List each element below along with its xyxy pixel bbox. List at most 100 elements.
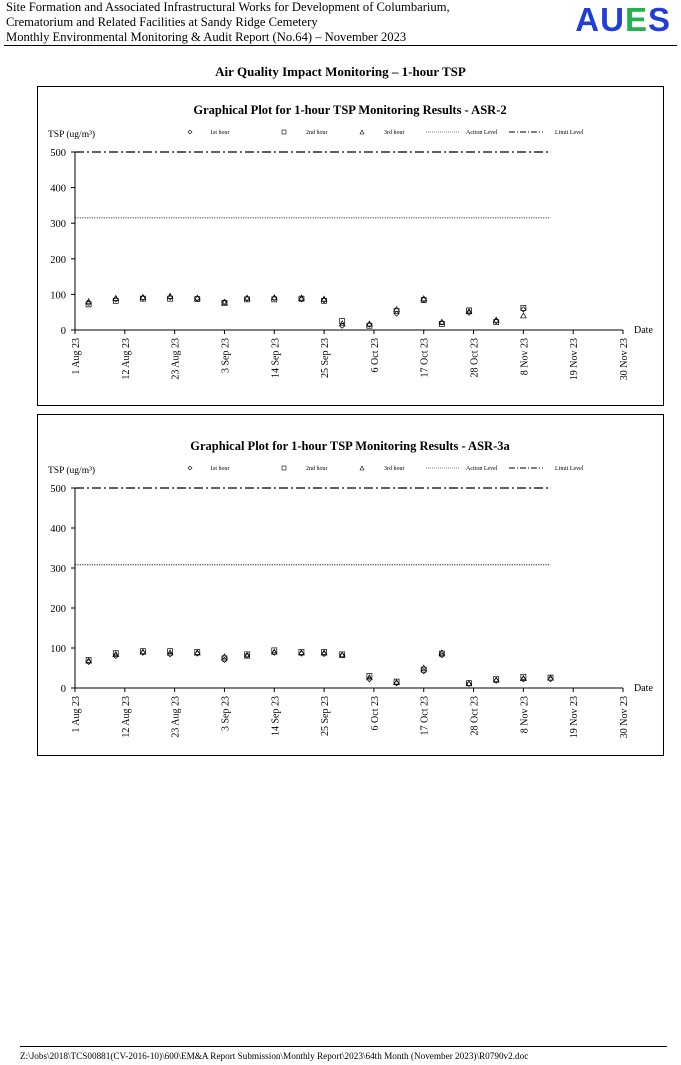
data-point-2nd-hour xyxy=(298,295,305,302)
data-point-3rd-hour xyxy=(298,294,305,301)
chart-asr-3a: Graphical Plot for 1-hour TSP Monitoring… xyxy=(48,439,653,738)
data-point-1st-hour xyxy=(85,659,92,665)
data-point-3rd-hour xyxy=(298,649,305,656)
y-tick-label: 100 xyxy=(50,290,66,301)
legend-label: Action Level xyxy=(466,466,498,472)
legend-label: Limit Level xyxy=(555,466,584,472)
x-tick-label: 3 Sep 23 xyxy=(220,338,231,373)
data-point-3rd-hour xyxy=(393,678,400,685)
header-line-2: Crematorium and Related Facilities at Sa… xyxy=(6,15,318,29)
data-point-2nd-hour xyxy=(221,300,228,306)
data-point-3rd-hour xyxy=(420,295,428,302)
x-tick-label: 30 Nov 23 xyxy=(619,696,630,738)
chart-frame-asr-2: Graphical Plot for 1-hour TSP Monitoring… xyxy=(37,86,664,406)
data-point-3rd-hour xyxy=(519,674,527,681)
x-tick-label: 14 Sep 23 xyxy=(270,696,281,736)
legend-label: Action Level xyxy=(466,130,498,136)
data-point-3rd-hour xyxy=(547,674,554,681)
y-axis-label: TSP (ug/m³) xyxy=(48,465,95,476)
legend-diamond-marker xyxy=(187,465,193,471)
y-tick-label: 200 xyxy=(50,604,66,615)
x-tick-label: 23 Aug 23 xyxy=(171,338,182,380)
legend-label: 1st hour xyxy=(210,466,230,472)
report-header: Site Formation and Associated Infrastruc… xyxy=(6,0,476,45)
aues-logo: AUES xyxy=(575,2,671,38)
y-tick-label: 0 xyxy=(61,684,66,695)
data-point-2nd-hour xyxy=(271,647,278,654)
logo-letter-a: A xyxy=(575,1,601,38)
x-tick-label: 25 Sep 23 xyxy=(320,696,331,736)
x-tick-label: 1 Aug 23 xyxy=(71,696,82,733)
chart-frame-asr-3a: Graphical Plot for 1-hour TSP Monitoring… xyxy=(37,414,664,756)
logo-letter-u: U xyxy=(600,1,625,38)
legend-label: 3rd hour xyxy=(384,130,405,136)
data-point-3rd-hour xyxy=(221,653,228,660)
x-tick-label: 25 Sep 23 xyxy=(320,338,331,378)
chart-title: Graphical Plot for 1-hour TSP Monitoring… xyxy=(190,439,510,453)
x-tick-label: 28 Oct 23 xyxy=(470,696,481,735)
data-point-3rd-hour xyxy=(112,294,120,301)
data-point-3rd-hour xyxy=(338,320,346,327)
data-point-1st-hour xyxy=(112,296,119,303)
data-point-3rd-hour xyxy=(243,652,251,659)
x-axis-label: Date xyxy=(634,683,653,694)
data-point-1st-hour xyxy=(167,294,174,301)
data-point-3rd-hour xyxy=(393,305,400,312)
x-tick-label: 19 Nov 23 xyxy=(569,338,580,380)
x-tick-label: 12 Aug 23 xyxy=(121,338,132,380)
y-axis-label: TSP (ug/m³) xyxy=(48,129,95,140)
x-axis-label: Date xyxy=(634,325,653,336)
data-point-2nd-hour xyxy=(339,318,346,324)
data-point-3rd-hour xyxy=(85,657,92,664)
data-point-1st-hour xyxy=(321,651,328,657)
data-point-1st-hour xyxy=(547,676,554,683)
data-point-3rd-hour xyxy=(166,292,174,299)
y-tick-label: 300 xyxy=(50,564,66,575)
x-tick-label: 1 Aug 23 xyxy=(71,338,82,375)
data-point-3rd-hour xyxy=(519,312,527,319)
logo-letter-e: E xyxy=(624,1,648,38)
data-point-3rd-hour xyxy=(193,649,201,656)
x-tick-label: 23 Aug 23 xyxy=(171,696,182,738)
header-line-1: Site Formation and Associated Infrastruc… xyxy=(6,0,450,14)
header-divider xyxy=(4,45,677,46)
y-tick-label: 200 xyxy=(50,255,66,266)
data-point-3rd-hour xyxy=(365,674,373,681)
legend-square-marker xyxy=(281,129,287,135)
y-tick-label: 300 xyxy=(50,219,66,230)
y-tick-label: 400 xyxy=(50,524,66,535)
legend: 1st hour 2nd hour 3rd hour Action Level Limi… xyxy=(187,465,584,472)
data-point-3rd-hour xyxy=(492,316,500,323)
legend-triangle-marker xyxy=(359,129,365,135)
data-point-2nd-hour xyxy=(438,650,445,657)
data-point-3rd-hour xyxy=(85,298,92,305)
footer-path: Z:\Jobs\2018\TCS00881(CV-2016-10)\600\EM… xyxy=(20,1051,529,1061)
data-point-3rd-hour xyxy=(270,648,278,655)
data-point-2nd-hour xyxy=(167,648,173,655)
legend-label: 1st hour xyxy=(210,130,230,136)
x-tick-label: 28 Oct 23 xyxy=(470,338,481,377)
data-point-2nd-hour xyxy=(520,305,527,311)
legend: 1st hour 2nd hour 3rd hour Action Level Limi… xyxy=(187,129,584,136)
legend-label: Limit Level xyxy=(555,130,584,136)
data-point-3rd-hour xyxy=(112,650,120,657)
x-tick-label: 6 Oct 23 xyxy=(370,338,381,372)
data-point-3rd-hour xyxy=(320,295,328,302)
y-tick-label: 100 xyxy=(50,644,66,655)
data-point-3rd-hour xyxy=(465,680,473,687)
data-point-3rd-hour xyxy=(243,294,251,301)
legend-square-marker xyxy=(281,465,287,471)
data-point-3rd-hour xyxy=(320,649,328,656)
y-tick-label: 500 xyxy=(50,148,66,159)
x-tick-label: 19 Nov 23 xyxy=(569,696,580,738)
x-tick-label: 12 Aug 23 xyxy=(121,696,132,738)
data-point-2nd-hour xyxy=(244,651,250,658)
data-point-1st-hour xyxy=(393,310,400,317)
data-point-3rd-hour xyxy=(221,298,228,305)
y-tick-label: 0 xyxy=(61,326,66,337)
y-tick-label: 400 xyxy=(50,184,66,195)
x-tick-label: 17 Oct 23 xyxy=(420,338,431,377)
x-tick-label: 8 Nov 23 xyxy=(519,696,530,733)
chart-title: Graphical Plot for 1-hour TSP Monitoring… xyxy=(193,103,506,117)
x-tick-label: 14 Sep 23 xyxy=(270,338,281,378)
